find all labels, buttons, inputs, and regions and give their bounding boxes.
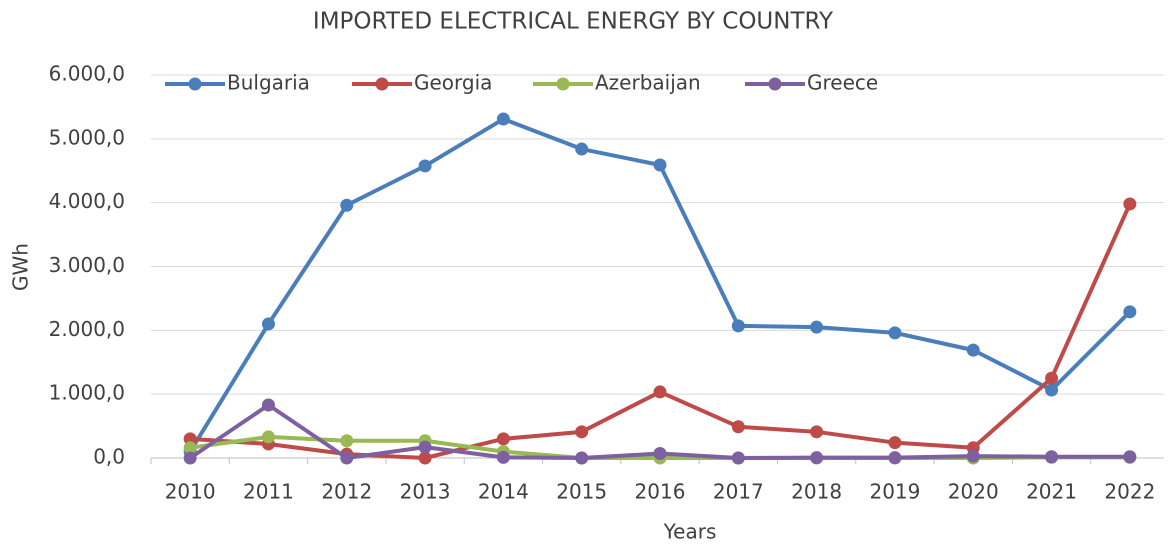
- data-point: [183, 451, 197, 465]
- x-tick-label: 2017: [713, 480, 764, 504]
- y-tick-label: 0,0: [93, 445, 125, 469]
- x-tick-label: 2018: [791, 480, 842, 504]
- data-point: [1123, 450, 1137, 464]
- y-tick-label: 5.000,0: [49, 125, 125, 149]
- x-tick-label: 2014: [478, 480, 529, 504]
- data-point: [888, 436, 902, 450]
- data-point: [496, 450, 510, 464]
- y-tick-label: 4.000,0: [49, 189, 125, 213]
- data-point: [418, 440, 432, 454]
- x-tick-label: 2013: [400, 480, 451, 504]
- data-point: [340, 451, 354, 465]
- data-point: [183, 441, 197, 455]
- data-point: [261, 317, 275, 331]
- legend-marker: [768, 77, 782, 91]
- data-point: [418, 159, 432, 173]
- x-tick-label: 2010: [165, 480, 216, 504]
- data-point: [261, 430, 275, 444]
- legend-label: Azerbaijan: [595, 71, 701, 95]
- legend-label: Georgia: [414, 71, 492, 95]
- data-point: [340, 198, 354, 212]
- x-tick-label: 2015: [556, 480, 607, 504]
- chart-title: IMPORTED ELECTRICAL ENERGY BY COUNTRY: [313, 9, 834, 35]
- data-point: [731, 420, 745, 434]
- data-point: [731, 451, 745, 465]
- x-tick-label: 2019: [869, 480, 920, 504]
- data-point: [496, 112, 510, 126]
- data-point: [575, 451, 589, 465]
- series-line: [190, 203, 1132, 460]
- data-point: [966, 343, 980, 357]
- x-tick-label: 2022: [1104, 480, 1155, 504]
- data-point: [731, 319, 745, 333]
- y-tick-label: 2.000,0: [49, 317, 125, 341]
- data-point: [261, 398, 275, 412]
- y-axis-label: GWh: [9, 243, 33, 291]
- legend-marker: [375, 77, 389, 91]
- legend-label: Bulgaria: [227, 71, 310, 95]
- data-point: [1045, 383, 1059, 397]
- data-point: [183, 432, 197, 446]
- data-point: [496, 432, 510, 446]
- data-point: [810, 451, 824, 465]
- legend-marker: [556, 77, 570, 91]
- data-point: [810, 425, 824, 439]
- data-point: [575, 142, 589, 156]
- y-tick-label: 3.000,0: [49, 253, 125, 277]
- x-tick-label: 2012: [321, 480, 372, 504]
- data-point: [418, 451, 432, 465]
- data-point: [1123, 197, 1137, 211]
- data-point: [653, 447, 667, 461]
- data-point: [888, 451, 902, 465]
- data-point: [1045, 371, 1059, 385]
- x-tick-label: 2021: [1026, 480, 1077, 504]
- data-point: [653, 385, 667, 399]
- x-tick-label: 2016: [635, 480, 686, 504]
- data-point: [1045, 450, 1059, 464]
- y-tick-label: 1.000,0: [49, 381, 125, 405]
- legend-marker: [188, 77, 202, 91]
- x-tick-label: 2011: [243, 480, 294, 504]
- data-point: [966, 449, 980, 463]
- data-point: [653, 158, 667, 172]
- data-point: [575, 425, 589, 439]
- x-axis-label: Years: [663, 520, 717, 544]
- data-point: [888, 326, 902, 340]
- legend-label: Greece: [807, 71, 878, 95]
- x-tick-label: 2020: [948, 480, 999, 504]
- data-point: [1123, 305, 1137, 319]
- data-point: [810, 320, 824, 334]
- data-point: [340, 434, 354, 448]
- y-tick-label: 6.000,0: [49, 62, 125, 86]
